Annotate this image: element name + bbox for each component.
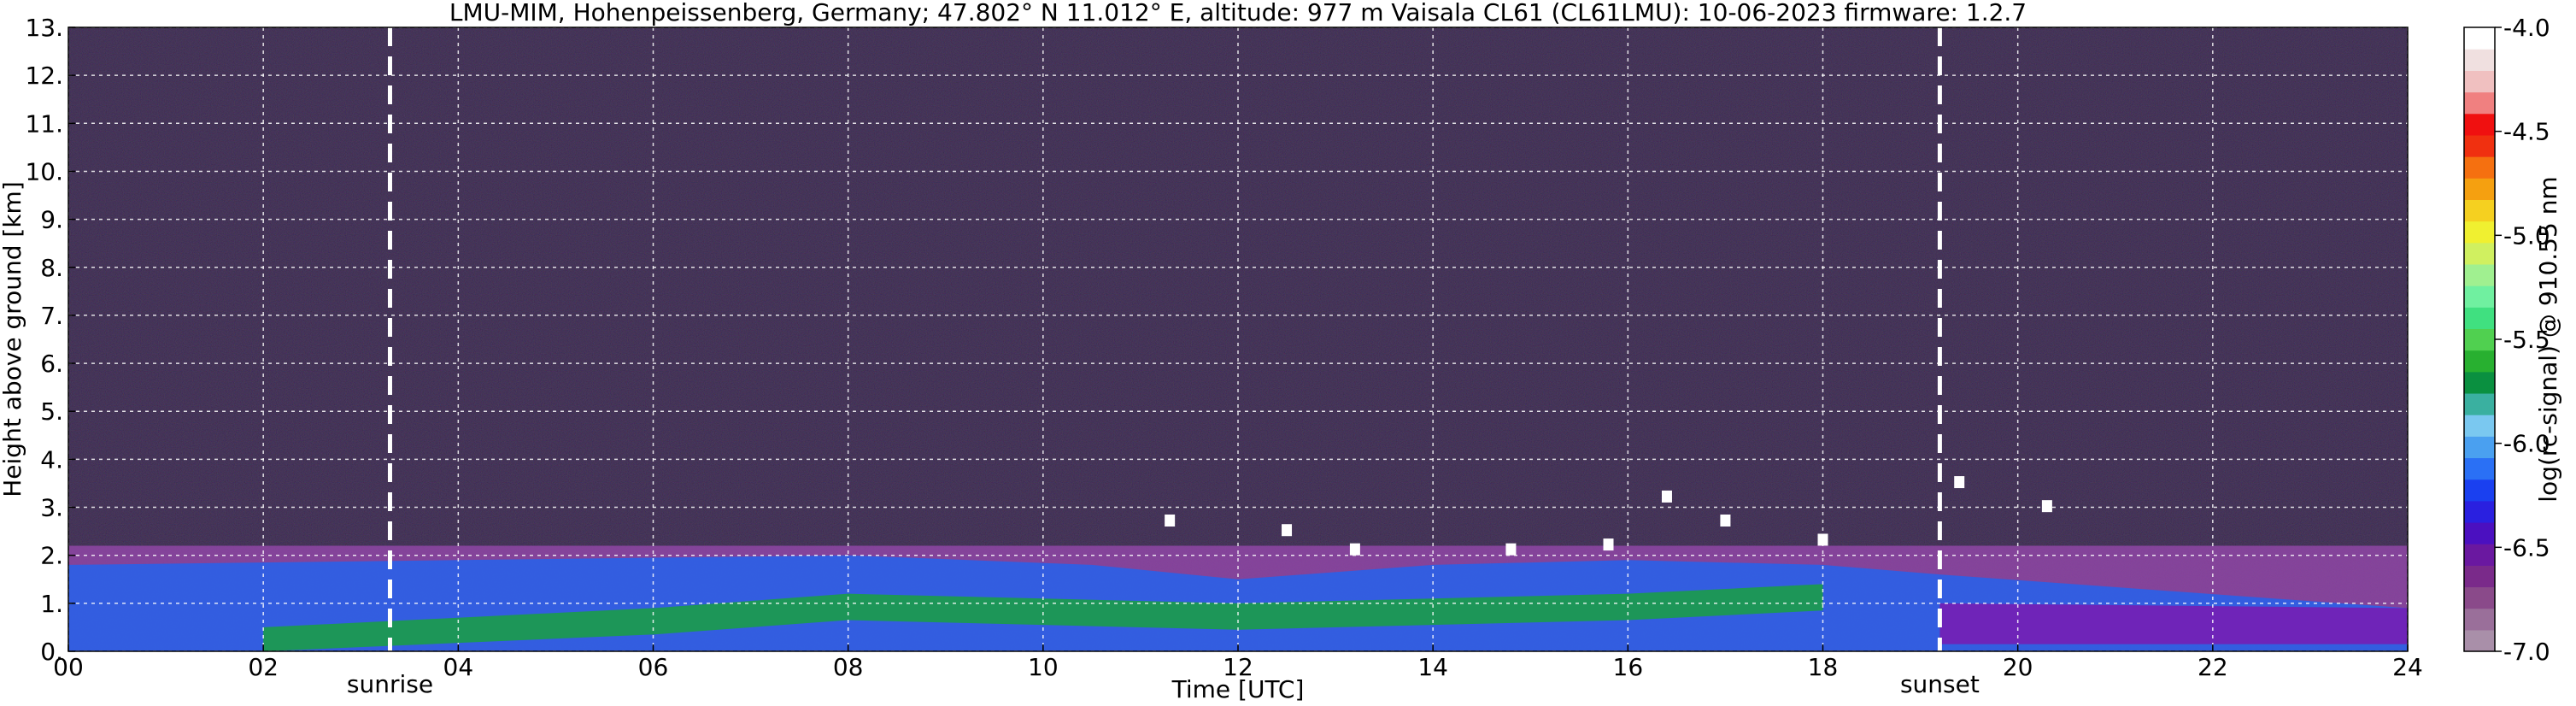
colorbar-segment bbox=[2464, 586, 2495, 609]
colorbar-tick-label: -4.0 bbox=[2503, 14, 2550, 42]
x-tick-label: 06 bbox=[638, 653, 669, 681]
y-tick-label: 3. bbox=[40, 494, 63, 522]
colorbar-segment bbox=[2464, 307, 2495, 330]
x-tick-label: 10 bbox=[1028, 653, 1059, 681]
x-axis-ticks: 00 02 04 06 08 10 12 14 16 18 20 22 24 bbox=[53, 644, 2423, 681]
y-tick-label: 8. bbox=[40, 254, 63, 282]
x-axis-label: Time [UTC] bbox=[1171, 675, 1305, 703]
y-tick-label: 10. bbox=[25, 157, 63, 185]
y-axis-label: Height above ground [km] bbox=[0, 181, 26, 497]
colorbar-segment bbox=[2464, 479, 2495, 502]
colorbar-segment bbox=[2464, 91, 2495, 115]
night-layer bbox=[1939, 603, 2408, 644]
colorbar-segment bbox=[2464, 49, 2495, 71]
y-tick-label: 5. bbox=[40, 397, 63, 426]
day-annotation-label: sunrise bbox=[347, 670, 433, 698]
cloud-returns bbox=[1165, 476, 2052, 556]
colorbar-segment bbox=[2464, 242, 2495, 265]
day-annotations: sunrise sunset bbox=[347, 670, 1980, 698]
cloud-return bbox=[1661, 490, 1672, 503]
y-tick-label: 2. bbox=[40, 542, 63, 570]
colorbar-tick-label: -6.5 bbox=[2503, 533, 2550, 562]
sunrise-sunset-lines bbox=[387, 27, 1942, 651]
x-tick-label: 18 bbox=[1808, 653, 1839, 681]
cloud-return bbox=[1505, 543, 1517, 556]
x-tick-label: 12 bbox=[1223, 653, 1253, 681]
colorbar-tick-label: -4.5 bbox=[2503, 118, 2550, 146]
colorbar-tick-label: -6.0 bbox=[2503, 430, 2550, 458]
y-tick-label: 13. bbox=[25, 14, 63, 42]
colorbar-segment bbox=[2464, 263, 2495, 286]
colorbar-segment bbox=[2464, 565, 2495, 588]
day-annotation-label: sunset bbox=[1900, 670, 1980, 698]
colorbar-segment bbox=[2464, 27, 2495, 50]
colorbar: -4.0 -4.5 -5.0 -5.5 -6.0 -6.5 -7.0 bbox=[2463, 14, 2550, 666]
y-tick-label: 12. bbox=[25, 62, 63, 90]
x-tick-label: 16 bbox=[1613, 653, 1644, 681]
colorbar-segment bbox=[2464, 500, 2495, 523]
y-tick-label: 1. bbox=[40, 590, 63, 618]
colorbar-segment bbox=[2464, 350, 2495, 373]
colorbar-segment bbox=[2464, 415, 2495, 437]
x-tick-label: 22 bbox=[2198, 653, 2228, 681]
cloud-return bbox=[1817, 533, 1828, 546]
colorbar-segment bbox=[2464, 521, 2495, 544]
colorbar-segment bbox=[2464, 457, 2495, 480]
x-tick-label: 14 bbox=[1417, 653, 1448, 681]
y-tick-label: 6. bbox=[40, 350, 63, 378]
colorbar-segment bbox=[2464, 328, 2495, 351]
cloud-return bbox=[1603, 538, 1614, 551]
colorbar-label: log(rc-signal) @ 910.55 nm bbox=[2534, 176, 2562, 502]
colorbar-segment bbox=[2464, 113, 2495, 136]
x-tick-label: 20 bbox=[2003, 653, 2033, 681]
cloud-return bbox=[2041, 500, 2052, 513]
colorbar-segment bbox=[2464, 392, 2495, 415]
x-tick-label: 00 bbox=[53, 653, 84, 681]
colorbar-segment bbox=[2464, 199, 2495, 222]
colorbar-tick-label: -7.0 bbox=[2503, 638, 2550, 666]
y-tick-label: 4. bbox=[40, 445, 63, 474]
y-tick-label: 11. bbox=[25, 109, 63, 138]
colorbar-segment bbox=[2464, 371, 2495, 394]
cloud-return bbox=[1720, 515, 1731, 527]
colorbar-tick-label: -5.0 bbox=[2503, 221, 2550, 250]
x-tick-label: 02 bbox=[248, 653, 279, 681]
cloud-return bbox=[1954, 476, 1965, 489]
colorbar-segment bbox=[2464, 134, 2495, 157]
y-tick-label: 0. bbox=[40, 638, 63, 666]
x-tick-label: 04 bbox=[443, 653, 474, 681]
colorbar-segment bbox=[2464, 629, 2495, 652]
colorbar-segment bbox=[2464, 544, 2495, 566]
grid-lines bbox=[68, 27, 2408, 651]
colorbar-segment bbox=[2464, 156, 2495, 179]
chart-title: LMU-MIM, Hohenpeissenberg, Germany; 47.8… bbox=[449, 0, 2027, 26]
colorbar-segment bbox=[2464, 436, 2495, 459]
plot-area bbox=[68, 27, 2408, 651]
cloud-return bbox=[1349, 543, 1360, 556]
y-tick-label: 7. bbox=[40, 302, 63, 330]
cloud-return bbox=[1165, 515, 1176, 527]
colorbar-segment bbox=[2464, 285, 2495, 308]
colorbar-segment bbox=[2464, 221, 2495, 244]
cloud-return bbox=[1282, 524, 1293, 537]
colorbar-tick-label: -5.5 bbox=[2503, 326, 2550, 354]
colorbar-segment bbox=[2464, 608, 2495, 631]
aerosol-layer bbox=[263, 584, 1823, 651]
colorbar-segment bbox=[2464, 178, 2495, 200]
colorbar-segment bbox=[2464, 70, 2495, 93]
y-tick-label: 9. bbox=[40, 206, 63, 234]
x-tick-label: 24 bbox=[2392, 653, 2423, 681]
x-tick-label: 08 bbox=[833, 653, 864, 681]
y-axis-ticks: 0. 1. 2. 3. 4. 5. 6. 7. 8. 9. 10. 11. 12. 13. bbox=[25, 14, 75, 666]
